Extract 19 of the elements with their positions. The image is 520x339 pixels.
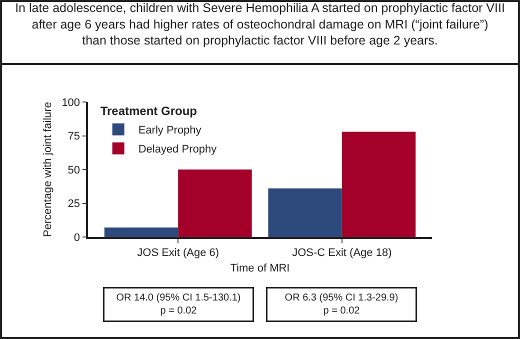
bar	[178, 170, 252, 237]
text: OR 14.0 (95% CI 1.5-130.1) p = 0.02	[116, 292, 241, 316]
bar	[342, 132, 416, 237]
bar	[104, 228, 178, 237]
legend-title: Treatment Group	[100, 104, 198, 118]
x-tick-label: JOS-C Exit (Age 18)	[292, 246, 392, 259]
bar	[268, 188, 342, 237]
y-tick-label: 50	[68, 164, 80, 176]
y-tick-label: 100	[62, 96, 80, 109]
y-tick-label: 0	[74, 232, 80, 244]
legend-label: Early Prophy	[138, 124, 202, 137]
x-tick-label: JOS Exit (Age 6)	[137, 246, 220, 259]
text: OR 6.3 (95% CI 1.3-29.9) p = 0.02	[284, 292, 398, 316]
y-tick-label: 25	[68, 198, 80, 210]
chart-title: In late adolescence, children with Severe Hemophilia A started on prophylactic factor VIII after age 6 years had higher rates of osteochondral damage on MRI (“joint failure”) than those started on prophylactic factor VIII before age 2 years.	[15, 1, 505, 48]
x-axis-title: Time of MRI	[230, 262, 290, 275]
y-tick-label: 75	[68, 130, 80, 143]
legend-label: Delayed Prophy	[138, 144, 218, 156]
y-axis-title: Percentage with joint failure	[42, 102, 54, 238]
